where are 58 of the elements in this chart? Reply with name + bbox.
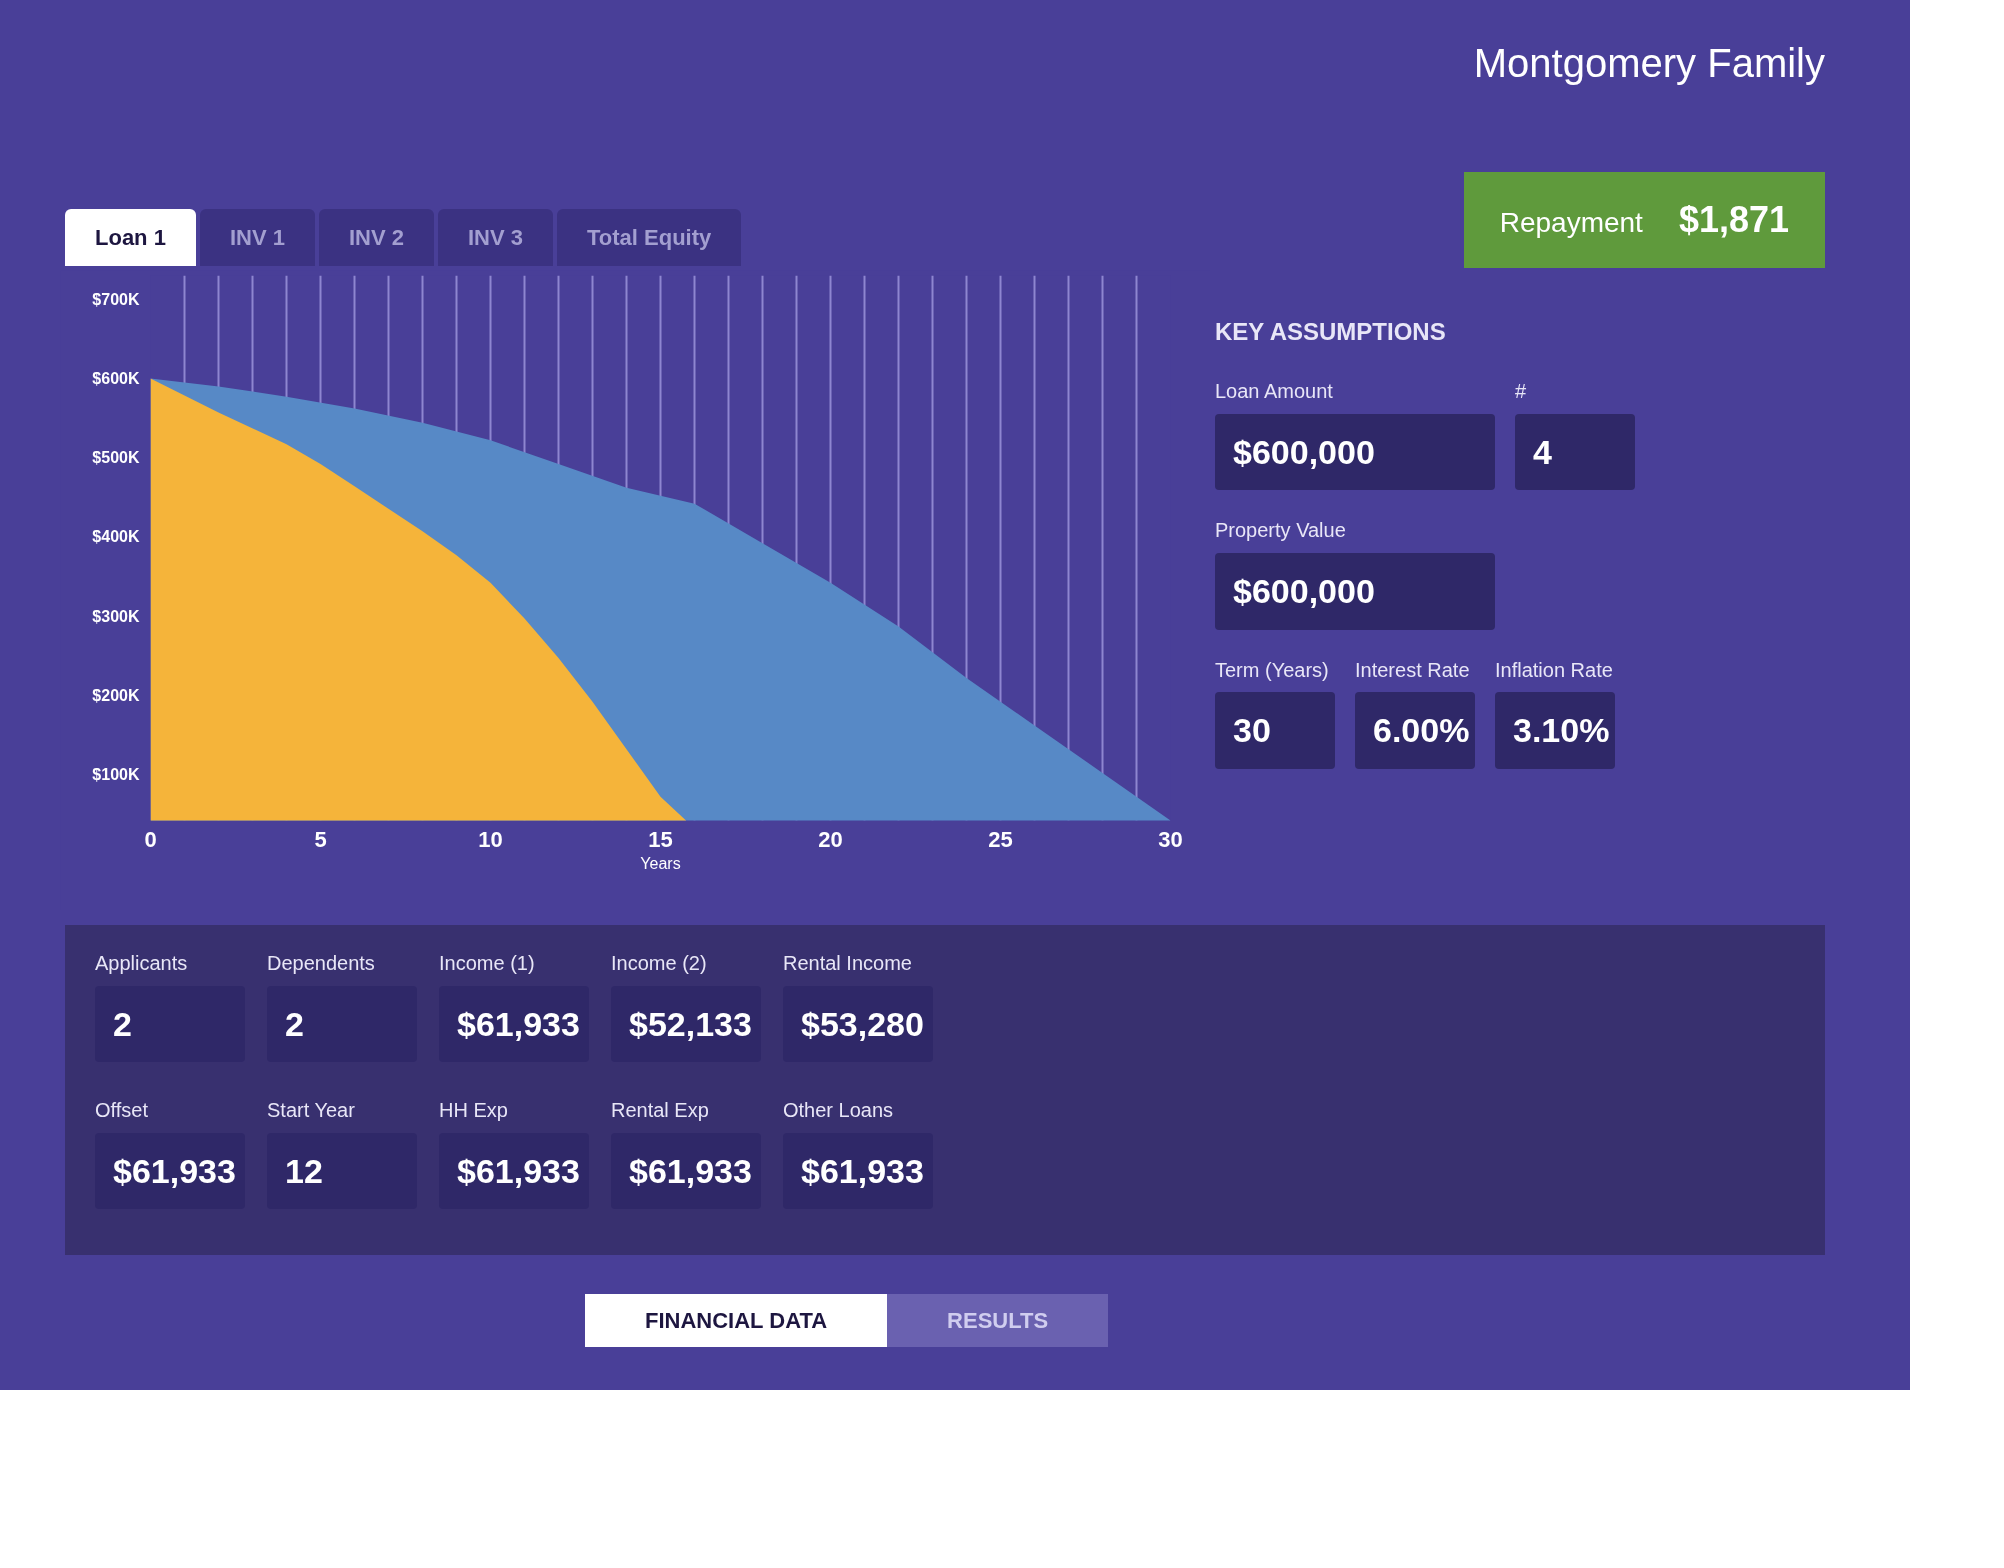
- text: $61,933: [95, 1132, 245, 1210]
- text: 2: [95, 985, 245, 1063]
- text: 30: [1215, 692, 1335, 769]
- x-tick-label: 10: [478, 826, 503, 852]
- text: Interest Rate: [1355, 657, 1471, 683]
- text: KEY ASSUMPTIONS: [1215, 317, 1447, 347]
- y-tick-label: $100K: [92, 766, 140, 784]
- y-tick-label: $300K: [92, 607, 140, 625]
- text: 4: [1515, 413, 1635, 491]
- text: $61,933: [783, 1132, 933, 1210]
- text: Loan 1: [65, 209, 196, 267]
- text: FINANCIAL DATA: [585, 1294, 888, 1347]
- text: Dependents: [267, 951, 376, 976]
- text: Start Year: [267, 1098, 356, 1124]
- text: Total Equity: [557, 209, 742, 267]
- text: Rental Exp: [611, 1098, 710, 1124]
- text: Rental Income: [783, 951, 913, 976]
- text: $600,000: [1215, 413, 1495, 491]
- x-tick-label: 20: [818, 826, 843, 852]
- y-tick-label: $600K: [92, 369, 140, 387]
- text: Inflation Rate: [1495, 657, 1614, 683]
- text: Income (1): [439, 951, 536, 976]
- text: $61,933: [611, 1132, 761, 1210]
- text: INV 1: [199, 209, 315, 267]
- text: Offset: [95, 1098, 149, 1124]
- text: Property Value: [1215, 518, 1347, 544]
- x-tick-label: 0: [144, 826, 157, 852]
- y-tick-label: $500K: [92, 449, 140, 467]
- text: Montgomery Family: [1472, 40, 1825, 87]
- text: HH Exp: [439, 1098, 509, 1124]
- text: $600,000: [1215, 552, 1495, 630]
- text: Applicants: [95, 951, 189, 976]
- text: Income (2): [611, 951, 708, 976]
- text: Repayment: [1499, 207, 1643, 239]
- text: #: [1515, 379, 1528, 405]
- x-tick-label: 25: [988, 826, 1013, 852]
- text: $53,280: [783, 985, 933, 1063]
- text: INV 2: [318, 209, 434, 267]
- x-tick-label: 30: [1158, 826, 1183, 852]
- text: $52,133: [611, 985, 761, 1063]
- x-axis-title: Years: [640, 854, 681, 872]
- x-tick-label: 15: [648, 826, 673, 852]
- y-tick-label: $700K: [92, 290, 140, 308]
- y-tick-label: $200K: [92, 686, 140, 704]
- text: $1,871: [1678, 199, 1789, 241]
- text: 2: [267, 985, 417, 1063]
- text: Other Loans: [783, 1098, 895, 1124]
- text: 6.00%: [1355, 692, 1475, 769]
- y-tick-label: $400K: [92, 528, 140, 546]
- text: Loan Amount: [1215, 379, 1334, 405]
- text: 3.10%: [1495, 692, 1615, 769]
- text: $61,933: [439, 1132, 589, 1210]
- text: INV 3: [437, 209, 553, 267]
- text: 12: [267, 1132, 417, 1210]
- x-tick-label: 5: [314, 826, 327, 852]
- text: Term (Years): [1215, 657, 1330, 683]
- text: $61,933: [439, 985, 589, 1063]
- text: RESULTS: [887, 1294, 1109, 1347]
